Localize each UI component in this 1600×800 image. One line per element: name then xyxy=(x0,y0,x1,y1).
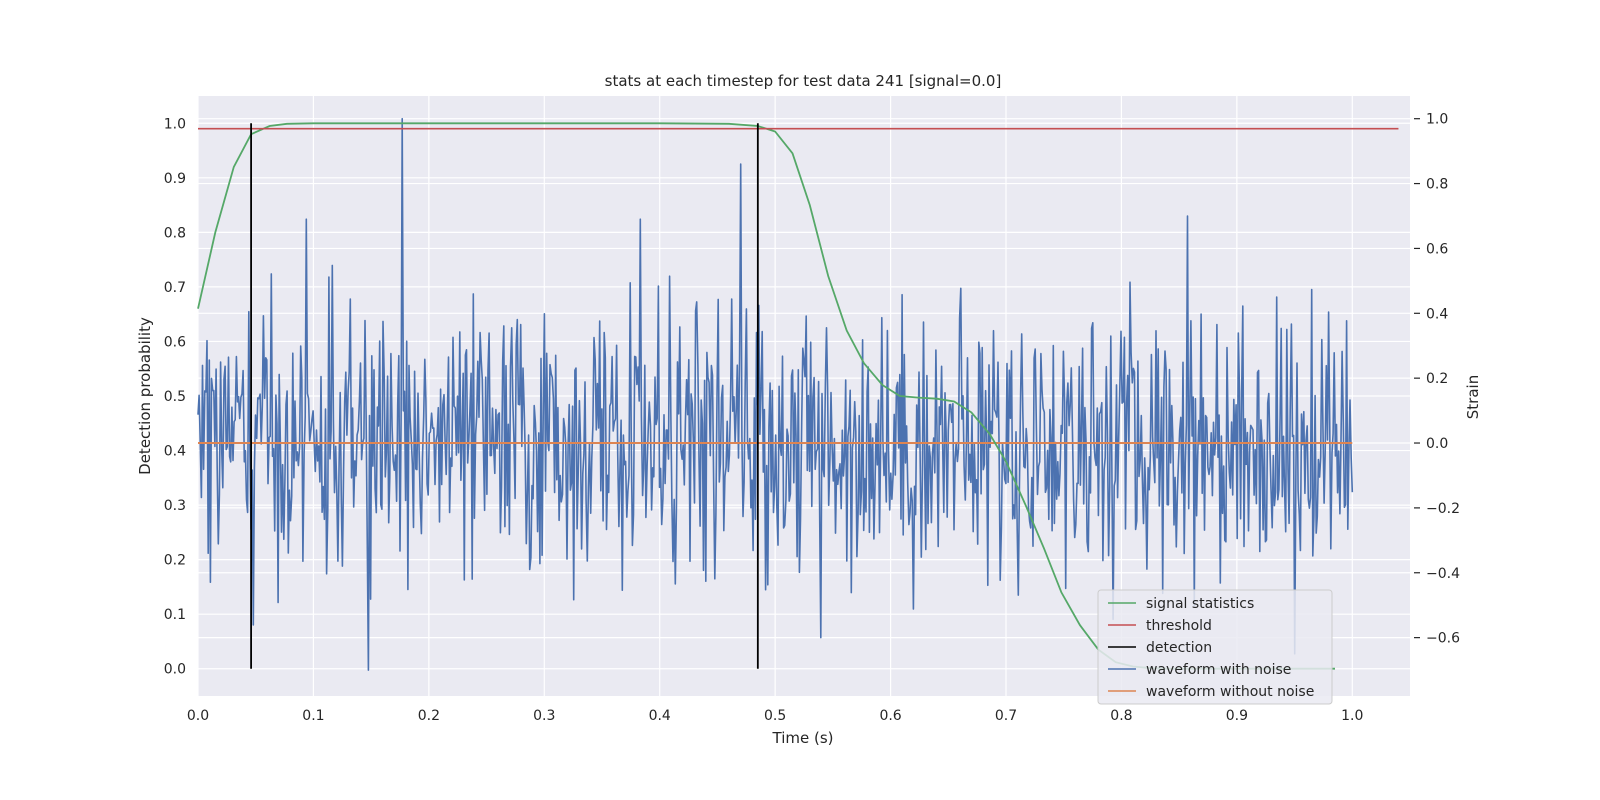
y-tick-label: 0.8 xyxy=(164,225,186,241)
x-tick-label: 0.0 xyxy=(187,708,209,724)
y-tick-label: 1.0 xyxy=(164,116,186,132)
y-tick-label: 0.0 xyxy=(164,662,186,678)
y-tick-label: 0.3 xyxy=(164,498,186,514)
legend-label-detection: detection xyxy=(1146,640,1212,656)
x-axis-ticks: 0.0 0.1 0.2 0.3 0.4 0.5 0.6 0.7 0.8 0.9 1.0 xyxy=(187,708,1364,724)
y-tick-label: 0.5 xyxy=(164,389,186,405)
x-tick-label: 0.7 xyxy=(995,708,1017,724)
x-tick-label: 0.2 xyxy=(418,708,440,724)
legend-label-waveform-without-noise: waveform without noise xyxy=(1146,684,1314,700)
x-tick-label: 0.1 xyxy=(302,708,324,724)
legend-label-signal-statistics: signal statistics xyxy=(1146,596,1254,612)
x-axis-label: Time (s) xyxy=(772,729,834,747)
x-tick-label: 0.8 xyxy=(1110,708,1132,724)
y-right-tick-label: 0.4 xyxy=(1426,306,1448,322)
x-tick-label: 1.0 xyxy=(1341,708,1363,724)
y-tick-label: 0.6 xyxy=(164,334,186,350)
y-right-tick-label: −0.6 xyxy=(1426,631,1460,647)
y-right-tick-label: −0.2 xyxy=(1426,501,1460,517)
legend-label-waveform-with-noise: waveform with noise xyxy=(1146,662,1291,678)
x-tick-label: 0.4 xyxy=(649,708,671,724)
y-right-axis-label: Strain xyxy=(1464,375,1482,419)
y-tick-label: 0.9 xyxy=(164,171,186,187)
y-axis-ticks: 0.0 0.1 0.2 0.3 0.4 0.5 0.6 0.7 0.8 0.9 1.0 xyxy=(164,116,186,677)
y-tick-label: 0.4 xyxy=(164,444,186,460)
y-right-axis-ticks: −0.6 −0.4 −0.2 0.0 0.2 0.4 0.6 0.8 1.0 xyxy=(1414,112,1460,647)
legend-label-threshold: threshold xyxy=(1146,618,1212,634)
series-waveform-with-noise xyxy=(197,117,1354,671)
x-tick-label: 0.3 xyxy=(533,708,555,724)
chart-title: stats at each timestep for test data 241… xyxy=(605,72,1002,90)
legend: signal statistics threshold detection wa… xyxy=(1097,589,1333,705)
y-axis-label: Detection probability xyxy=(136,317,154,475)
y-right-tick-label: 0.2 xyxy=(1426,371,1448,387)
y-right-tick-label: 1.0 xyxy=(1426,112,1448,128)
x-tick-label: 0.5 xyxy=(764,708,786,724)
x-tick-label: 0.6 xyxy=(879,708,901,724)
x-tick-label: 0.9 xyxy=(1226,708,1248,724)
y-right-tick-label: 0.8 xyxy=(1426,177,1448,193)
y-right-tick-label: −0.4 xyxy=(1426,566,1460,582)
y-tick-label: 0.7 xyxy=(164,280,186,296)
y-tick-label: 0.2 xyxy=(164,553,186,569)
y-tick-label: 0.1 xyxy=(164,607,186,623)
legend-box xyxy=(1097,589,1333,705)
y-right-tick-label: 0.6 xyxy=(1426,241,1448,257)
y-right-tick-label: 0.0 xyxy=(1426,436,1448,452)
